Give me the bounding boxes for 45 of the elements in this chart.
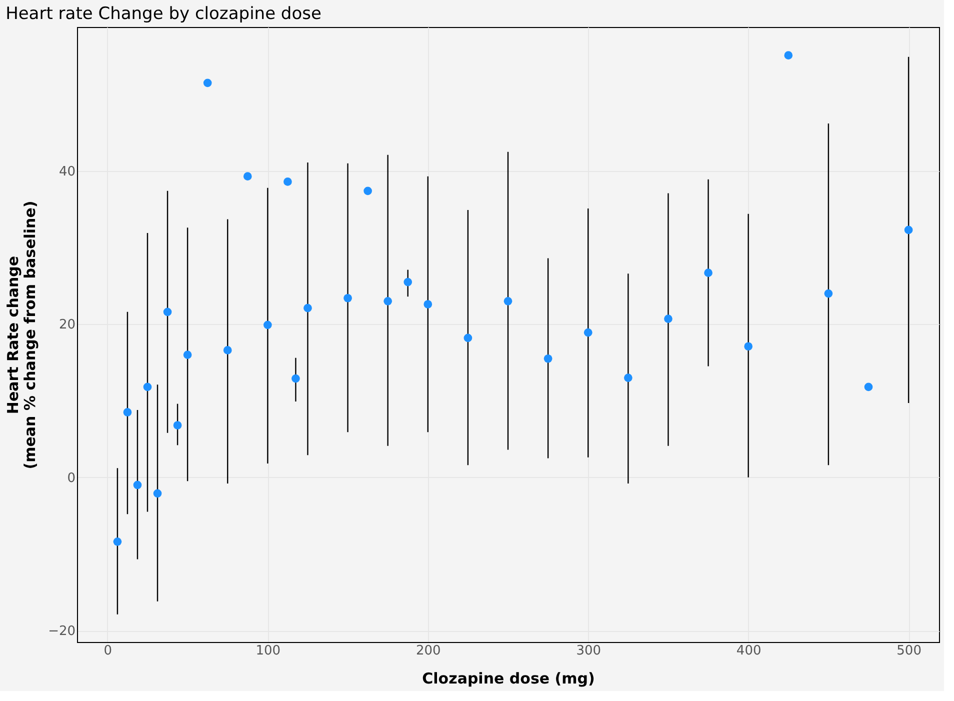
point bbox=[344, 294, 352, 302]
point bbox=[223, 346, 232, 354]
x-tick-label: 400 bbox=[736, 644, 762, 658]
point bbox=[163, 308, 172, 316]
point bbox=[183, 350, 192, 359]
point bbox=[464, 334, 472, 342]
point bbox=[284, 178, 292, 186]
y-axis-title: Heart Rate change (mean % change from baseline) bbox=[4, 200, 40, 470]
point bbox=[544, 354, 552, 363]
point bbox=[384, 297, 392, 306]
point bbox=[504, 297, 512, 306]
point bbox=[292, 374, 300, 383]
point bbox=[143, 382, 152, 392]
point bbox=[304, 304, 312, 312]
point bbox=[424, 300, 432, 308]
point bbox=[173, 421, 182, 430]
point bbox=[113, 537, 122, 546]
point bbox=[744, 342, 753, 351]
point bbox=[153, 489, 162, 498]
y-tick-label: 20 bbox=[58, 318, 76, 333]
point bbox=[824, 289, 833, 298]
x-tick-label: 300 bbox=[576, 644, 602, 658]
point bbox=[784, 51, 793, 60]
point bbox=[364, 186, 372, 196]
x-tick-label: 500 bbox=[896, 644, 922, 658]
point bbox=[584, 328, 592, 337]
point bbox=[404, 278, 412, 286]
point bbox=[123, 408, 132, 416]
point bbox=[864, 382, 873, 392]
point bbox=[133, 480, 142, 490]
point bbox=[664, 314, 672, 323]
y-tick-label: 40 bbox=[58, 164, 76, 180]
x-tick-label: 200 bbox=[416, 644, 441, 658]
chart-title: Heart rate Change by clozapine dose bbox=[6, 4, 322, 24]
point bbox=[263, 320, 272, 330]
point bbox=[243, 172, 252, 181]
x-tick-label: 0 bbox=[104, 644, 112, 658]
x-tick-label: 100 bbox=[256, 644, 281, 658]
x-axis-title: Clozapine dose (mg) bbox=[422, 670, 595, 688]
y-tick-label: −20 bbox=[48, 624, 76, 640]
point bbox=[624, 374, 632, 382]
point bbox=[904, 226, 913, 234]
point bbox=[203, 78, 212, 88]
y-tick-label: 0 bbox=[67, 470, 76, 486]
point bbox=[704, 268, 712, 278]
